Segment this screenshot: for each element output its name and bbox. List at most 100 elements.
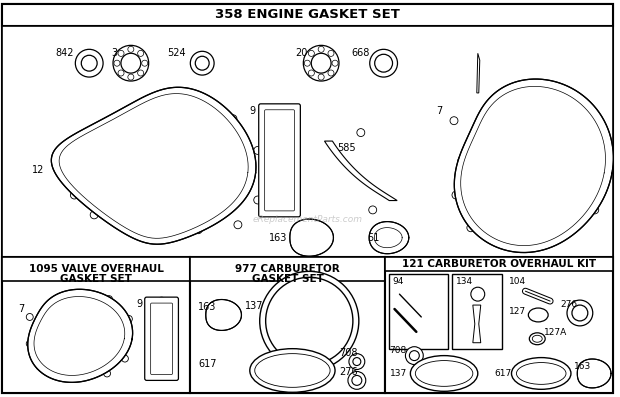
Circle shape (90, 211, 98, 219)
Text: 3: 3 (111, 48, 117, 58)
Text: 708: 708 (339, 348, 358, 358)
Circle shape (121, 53, 141, 73)
Circle shape (138, 50, 144, 56)
Circle shape (348, 372, 366, 389)
Text: 276: 276 (339, 368, 358, 378)
Ellipse shape (415, 360, 473, 386)
Ellipse shape (250, 349, 335, 392)
Circle shape (104, 370, 110, 377)
Bar (452, 274, 502, 349)
Circle shape (300, 229, 306, 235)
Circle shape (370, 49, 397, 77)
Bar (389, 274, 448, 349)
Circle shape (594, 376, 600, 382)
Ellipse shape (528, 308, 548, 322)
Polygon shape (28, 289, 133, 382)
Polygon shape (290, 219, 334, 256)
Bar (384, 258, 613, 272)
Circle shape (353, 358, 361, 366)
FancyBboxPatch shape (265, 110, 294, 211)
Circle shape (318, 46, 324, 52)
Ellipse shape (410, 356, 478, 391)
Text: 977 CARBURETOR: 977 CARBURETOR (235, 264, 340, 274)
Circle shape (142, 60, 148, 66)
Circle shape (254, 196, 262, 204)
Circle shape (169, 105, 177, 113)
Circle shape (308, 70, 314, 76)
Circle shape (66, 375, 73, 382)
Circle shape (254, 146, 262, 154)
Circle shape (223, 318, 229, 324)
Text: 137: 137 (389, 369, 407, 378)
Circle shape (303, 45, 339, 81)
Text: 585: 585 (337, 143, 356, 154)
Circle shape (71, 137, 78, 145)
Polygon shape (206, 299, 241, 330)
Circle shape (36, 363, 43, 370)
Circle shape (138, 70, 144, 76)
Text: 708: 708 (389, 346, 407, 355)
Circle shape (125, 316, 132, 322)
Polygon shape (51, 87, 256, 244)
Circle shape (76, 49, 103, 77)
Circle shape (596, 171, 604, 179)
Circle shape (374, 54, 392, 72)
Polygon shape (454, 79, 613, 252)
Ellipse shape (512, 358, 571, 389)
Polygon shape (477, 53, 480, 93)
Text: 163: 163 (574, 362, 591, 371)
Circle shape (452, 191, 460, 199)
Polygon shape (577, 359, 611, 388)
Text: 842: 842 (56, 48, 74, 58)
Circle shape (125, 112, 133, 119)
Text: 7: 7 (18, 304, 24, 314)
Circle shape (113, 45, 149, 81)
Text: 617: 617 (495, 369, 512, 378)
Circle shape (234, 221, 242, 229)
Circle shape (311, 53, 331, 73)
Text: 9: 9 (250, 106, 255, 116)
Text: 12: 12 (32, 165, 44, 175)
Circle shape (71, 161, 78, 169)
Text: 524: 524 (167, 48, 185, 58)
Circle shape (576, 112, 584, 119)
Circle shape (541, 105, 549, 113)
Circle shape (26, 314, 33, 320)
Text: 358 ENGINE GASKET SET: 358 ENGINE GASKET SET (215, 8, 400, 21)
Circle shape (275, 208, 283, 216)
Circle shape (349, 354, 365, 370)
Circle shape (308, 50, 314, 56)
Circle shape (409, 351, 419, 360)
Text: 7: 7 (436, 106, 443, 116)
Circle shape (157, 372, 166, 380)
Circle shape (211, 306, 217, 312)
Circle shape (502, 109, 510, 117)
Text: 668: 668 (352, 48, 370, 58)
Circle shape (130, 226, 138, 234)
Circle shape (26, 340, 33, 347)
Circle shape (502, 236, 510, 244)
Circle shape (118, 50, 124, 56)
Polygon shape (473, 305, 480, 343)
Circle shape (582, 364, 588, 370)
Text: 104: 104 (508, 277, 526, 286)
Text: 127A: 127A (544, 328, 567, 337)
Circle shape (467, 224, 475, 232)
Bar (190, 258, 384, 281)
Circle shape (71, 291, 78, 298)
Text: 137: 137 (245, 301, 264, 311)
Circle shape (122, 355, 128, 362)
Text: 1095 VALVE OVERHAUL: 1095 VALVE OVERHAUL (29, 264, 164, 274)
Circle shape (591, 206, 599, 214)
Circle shape (572, 305, 588, 321)
Circle shape (71, 191, 78, 199)
Circle shape (591, 137, 599, 145)
Circle shape (190, 51, 214, 75)
Circle shape (105, 296, 112, 303)
Circle shape (328, 50, 334, 56)
Text: GASKET SET: GASKET SET (60, 274, 132, 284)
Bar (2, 258, 190, 281)
Circle shape (332, 60, 338, 66)
Circle shape (405, 347, 423, 364)
Circle shape (318, 241, 324, 247)
